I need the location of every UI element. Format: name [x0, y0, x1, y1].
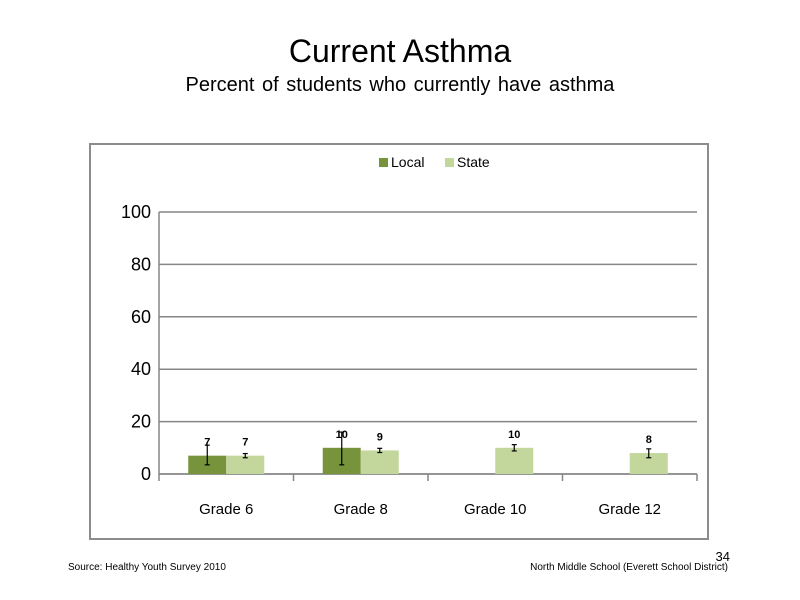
- source-note: Source: Healthy Youth Survey 2010: [68, 562, 226, 573]
- bar-state: [360, 450, 399, 474]
- y-tick-label: 60: [131, 307, 151, 327]
- data-label: 10: [336, 429, 348, 441]
- legend-swatch-local: [379, 158, 388, 167]
- legend-label: State: [457, 154, 490, 170]
- chart-frame: 0 20 40 60 80 100 Grade 6 Grade 8 Grade 10 Grade …: [89, 143, 709, 540]
- bar-state: [495, 447, 534, 474]
- y-tick-label: 0: [141, 464, 151, 484]
- legend-swatch-state: [445, 158, 454, 167]
- slide-subtitle: Percent of students who currently have a…: [185, 74, 615, 96]
- data-label: 7: [204, 437, 210, 449]
- slide-title: Current Asthma: [288, 33, 512, 69]
- x-tick-label: Grade 6: [199, 501, 253, 518]
- bar-state: [226, 455, 265, 474]
- bar-chart: 0 20 40 60 80 100 Grade 6 Grade 8 Grade 10 Grade …: [121, 154, 698, 518]
- data-label: 7: [242, 437, 248, 449]
- data-label: 9: [377, 431, 383, 443]
- y-tick-label: 100: [121, 202, 151, 222]
- y-tick-label: 20: [131, 412, 151, 432]
- bar-state: [629, 453, 668, 474]
- data-label: 10: [508, 429, 520, 441]
- data-label: 8: [646, 434, 652, 446]
- x-tick-label: Grade 10: [464, 501, 527, 518]
- x-tick-label: Grade 8: [334, 501, 388, 518]
- x-tick-label: Grade 12: [598, 501, 661, 518]
- page-number: 34: [715, 549, 730, 564]
- y-tick-label: 80: [131, 254, 151, 274]
- y-tick-label: 40: [131, 359, 151, 379]
- school-name: North Middle School (Everett School Dist…: [530, 562, 728, 573]
- legend-label: Local: [391, 154, 424, 170]
